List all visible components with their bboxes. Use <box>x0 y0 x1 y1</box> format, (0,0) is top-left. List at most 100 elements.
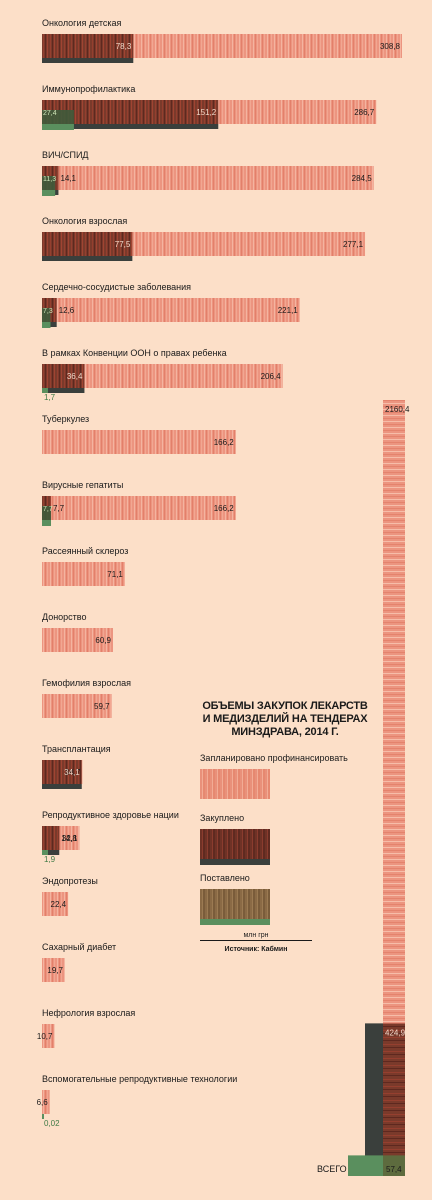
category-label: Трансплантация <box>42 744 111 754</box>
delivered-bar <box>42 520 51 526</box>
delivered-bar <box>42 850 48 855</box>
category-label: Онкология детская <box>42 18 121 28</box>
planned-bar <box>42 298 300 322</box>
category-row: ВИЧ/СПИД 284,5 14,1 11,3 <box>42 150 374 196</box>
total-delivered-bar <box>348 1155 383 1176</box>
category-label: Нефрология взрослая <box>42 1008 135 1018</box>
category-label: Гемофилия взрослая <box>42 678 131 688</box>
category-row: Эндопротезы 22,4 <box>42 876 98 916</box>
planned-bar <box>42 562 125 586</box>
delivered-bar <box>42 322 51 328</box>
delivered-value-label: 1,9 <box>44 855 56 864</box>
delivered-bar <box>42 388 48 393</box>
planned-value-label: 277,1 <box>343 240 364 249</box>
legend-swatch-delivered <box>200 889 270 925</box>
delivered-value-label: 27,4 <box>43 110 57 117</box>
category-row: Трансплантация 34,734,1 <box>42 744 111 789</box>
planned-value-label: 71,1 <box>107 570 123 579</box>
planned-bar <box>42 1024 55 1048</box>
bought-bar <box>42 760 82 784</box>
planned-bar <box>42 892 69 916</box>
planned-value-label: 166,2 <box>214 438 235 447</box>
legend-divider <box>200 940 312 941</box>
category-row: Сахарный диабет 19,7 <box>42 942 116 982</box>
source-label: Источник: Кабмин <box>224 946 288 953</box>
bought-bar <box>42 364 85 388</box>
total-bought-base-bar <box>365 1023 383 1176</box>
total-label: ВСЕГО <box>317 1164 347 1174</box>
legend-swatch-planned <box>200 769 270 799</box>
delivered-bar <box>42 190 56 196</box>
chart-title: ОБЪЕМЫ ЗАКУПОК ЛЕКАРСТВ И МЕДИЗДЕЛИЙ НА … <box>202 700 368 738</box>
delivered-overlay-bar <box>42 506 51 520</box>
category-label: ВИЧ/СПИД <box>42 150 89 160</box>
legend-swatch-bought <box>200 829 270 865</box>
category-label: Эндопротезы <box>42 876 98 886</box>
planned-value-label: 22,4 <box>51 900 67 909</box>
category-row: Иммунопрофилактика 286,7 151,2 27,4 <box>42 84 377 130</box>
delivered-value-label: 1,7 <box>44 393 56 402</box>
bought-base-bar <box>42 784 82 789</box>
legend-label-delivered: Поставлено <box>200 873 250 883</box>
total-planned-value-label: 2160,4 <box>385 405 410 414</box>
bought-base-bar <box>42 124 219 129</box>
delivered-value-label: 11,3 <box>43 176 56 183</box>
planned-bar <box>42 166 374 190</box>
planned-value-label: 206,4 <box>261 372 282 381</box>
category-row: Онкология детская 308,8 78,3 <box>42 18 402 63</box>
total-delivered-value-label: 57,4 <box>386 1165 402 1174</box>
bought-base-bar <box>42 256 133 261</box>
planned-value-label: 166,2 <box>214 504 235 513</box>
planned-bar <box>42 430 236 454</box>
category-row: Рассеянный склероз 71,1 <box>42 546 128 586</box>
total-bought-bar <box>383 1023 405 1176</box>
category-label: Вспомогательные репродуктивные технологи… <box>42 1074 237 1084</box>
unit-label: млн грн <box>243 932 269 939</box>
delivered-value-label: 0,02 <box>44 1119 60 1128</box>
bought-base-bar <box>42 850 60 855</box>
category-row: Туберкулез 166,2 <box>42 414 236 454</box>
bought-value-label: 151,2 <box>196 108 217 117</box>
category-row: Вспомогательные репродуктивные технологи… <box>37 1074 238 1128</box>
delivered-overlay-bar <box>42 110 74 124</box>
legend-label-planned: Запланировано профинансировать <box>200 753 348 763</box>
bought-bar <box>42 826 60 850</box>
bought-base-bar <box>42 58 134 63</box>
bought-value-label: 77,5 <box>115 240 131 249</box>
category-label: Вирусные гепатиты <box>42 480 123 490</box>
planned-value-label: 60,9 <box>95 636 111 645</box>
category-row: Гемофилия взрослая 59,7 <box>42 678 131 718</box>
planned-value-label: 19,7 <box>47 966 63 975</box>
planned-value-label: 32,1 <box>62 834 78 843</box>
planned-bar <box>42 694 112 718</box>
bought-value-label: 34,1 <box>64 768 80 777</box>
delivered-bar <box>42 1114 44 1119</box>
bought-value-label: 36,4 <box>67 372 83 381</box>
delivered-value-label: 7,7 <box>43 506 53 513</box>
bought-bar <box>42 232 133 256</box>
total-bought-value-label: 424,9 <box>385 1028 406 1037</box>
bought-value-label: 7,7 <box>53 504 65 513</box>
category-label: Онкология взрослая <box>42 216 127 226</box>
planned-bar <box>42 496 236 520</box>
bought-value-label: 14,8 <box>61 834 77 843</box>
category-row: Нефрология взрослая 10,7 <box>37 1008 135 1048</box>
total-delivered-overlay-bar <box>383 1155 405 1176</box>
planned-bar <box>42 628 113 652</box>
planned-value-label: 286,7 <box>354 108 375 117</box>
planned-value-label: 10,7 <box>37 1032 53 1041</box>
bought-value-label: 78,3 <box>116 42 132 51</box>
planned-bar <box>42 958 65 982</box>
delivered-overlay-bar <box>42 176 56 190</box>
delivered-value-label: 7,3 <box>43 308 53 315</box>
category-row: Репродуктивное здоровье нации 32,114,8 1,9 <box>42 810 179 864</box>
category-label: Сердечно-сосудистые заболевания <box>42 282 191 292</box>
bought-value-label: 12,6 <box>59 306 75 315</box>
category-label: Иммунопрофилактика <box>42 84 135 94</box>
category-label: Репродуктивное здоровье нации <box>42 810 179 820</box>
category-label: Сахарный диабет <box>42 942 116 952</box>
planned-value-label: 59,7 <box>94 702 110 711</box>
planned-value-label: 284,5 <box>352 174 373 183</box>
category-label: Донорство <box>42 612 87 622</box>
